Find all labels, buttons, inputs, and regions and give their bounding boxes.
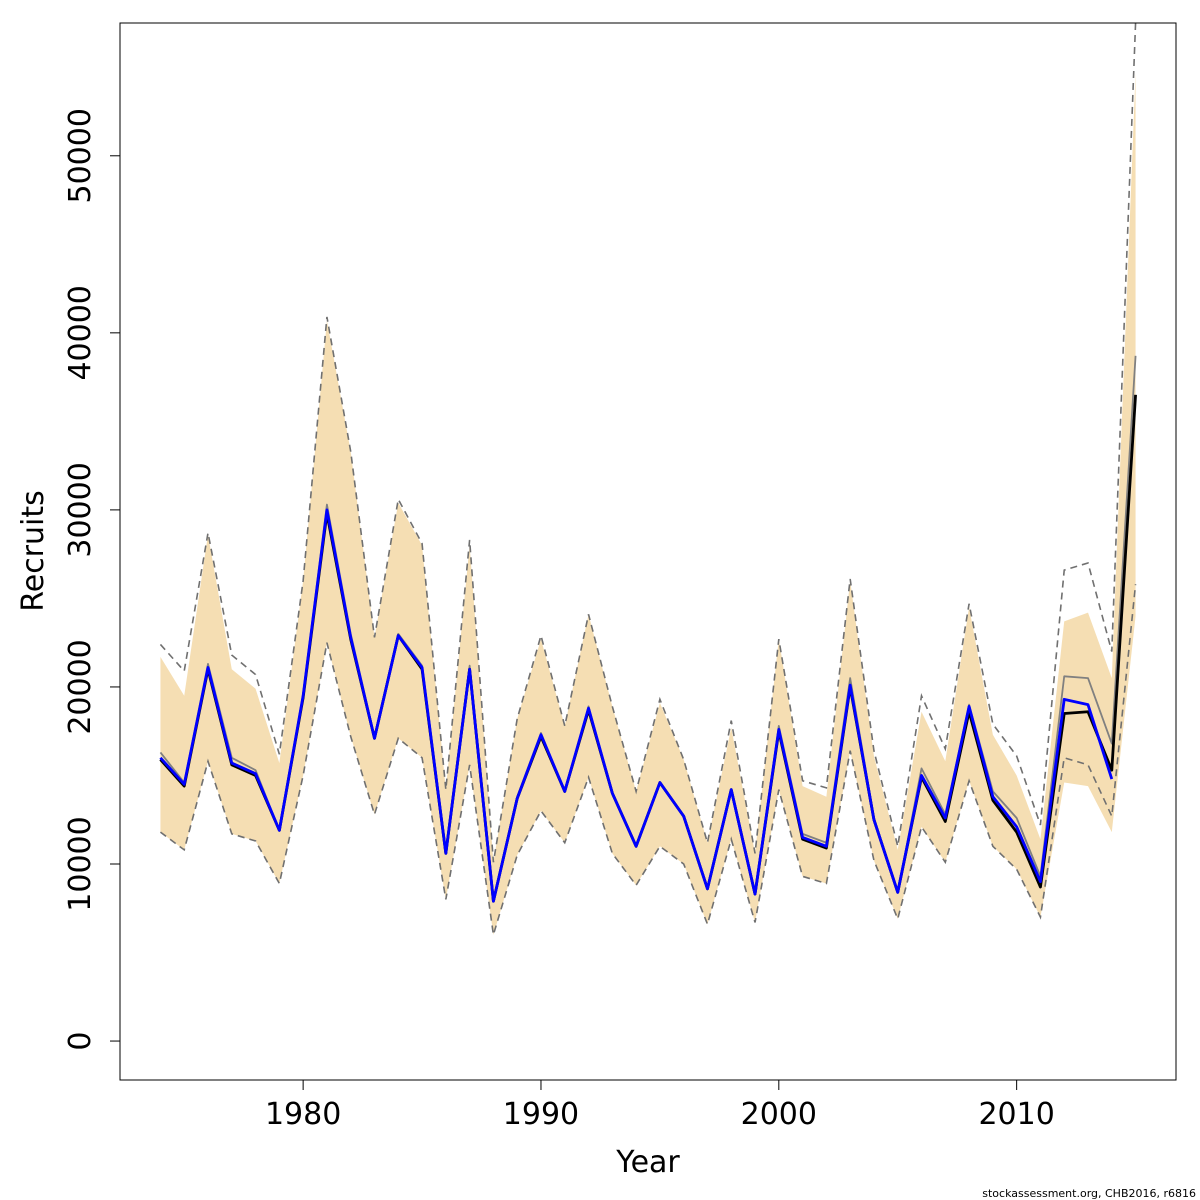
- x-axis-title: Year: [615, 1145, 680, 1180]
- y-tick-label-50000: 50000: [63, 108, 98, 203]
- x-tick-label-1980: 1980: [265, 1097, 341, 1132]
- confidence-band-layer: [160, 72, 1136, 935]
- series-layer: [159, 355, 1137, 903]
- y-tick-label-30000: 30000: [63, 462, 98, 557]
- x-axis: 1980 1990 2000 2010: [265, 1080, 1055, 1132]
- ci-lines-layer: [159, 22, 1137, 936]
- y-tick-label-40000: 40000: [63, 285, 98, 380]
- ci-upper-line: [159, 22, 1137, 863]
- y-axis: 0 10000 20000 30000 40000 50000: [63, 108, 120, 1051]
- x-tick-label-2010: 2010: [978, 1097, 1054, 1132]
- y-axis-title: Recruits: [16, 490, 51, 612]
- x-tick-label-1990: 1990: [503, 1097, 579, 1132]
- ci-lower-line: [159, 584, 1137, 936]
- y-tick-label-10000: 10000: [63, 816, 98, 911]
- x-tick-label-2000: 2000: [741, 1097, 817, 1132]
- y-tick-label-0: 0: [63, 1032, 98, 1051]
- plot-frame: [119, 22, 1177, 1081]
- confidence-band: [160, 72, 1136, 935]
- y-tick-label-20000: 20000: [63, 639, 98, 734]
- series-line-2: [159, 508, 1114, 903]
- footer-credit: stockassessment.org, CHB2016, r6816: [982, 1187, 1196, 1200]
